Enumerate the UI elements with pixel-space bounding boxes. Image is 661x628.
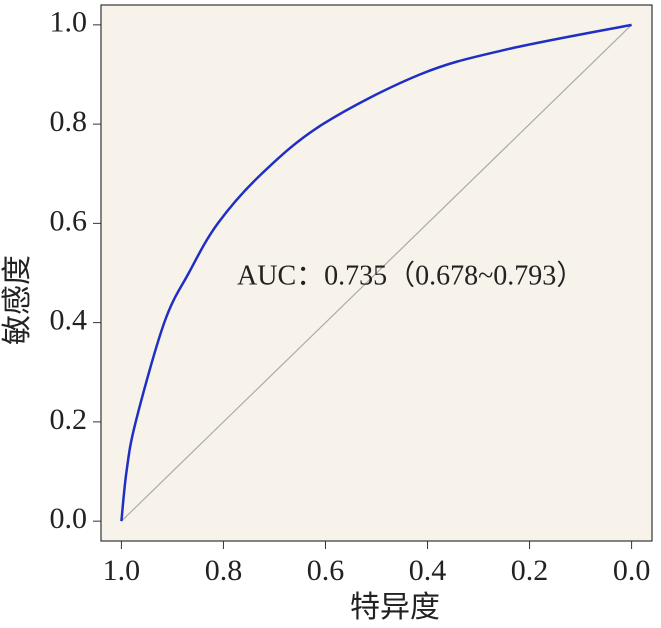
x-tick-label: 0.6 [307, 554, 345, 587]
y-tick-label: 0.6 [50, 204, 88, 237]
x-tick-label: 0.0 [613, 554, 651, 587]
annotation: AUC：0.735（0.678~0.793） [237, 259, 584, 291]
y-tick-label: 0.2 [50, 403, 88, 436]
x-tick-label: 0.2 [511, 554, 549, 587]
y-tick-label: 0.0 [50, 502, 88, 535]
y-axis-label: 敏感度 [1, 255, 34, 345]
x-tick-label: 1.0 [103, 554, 141, 587]
roc-curve [120, 23, 632, 522]
x-tick-label: 0.4 [409, 554, 447, 587]
y-tick-label: 0.8 [50, 105, 88, 138]
y-tick-label: 0.4 [50, 304, 88, 337]
x-tick-label: 0.8 [205, 554, 243, 587]
y-tick-label: 1.0 [50, 6, 88, 39]
x-axis-label: 特异度 [350, 591, 440, 624]
reference-line [120, 24, 633, 522]
